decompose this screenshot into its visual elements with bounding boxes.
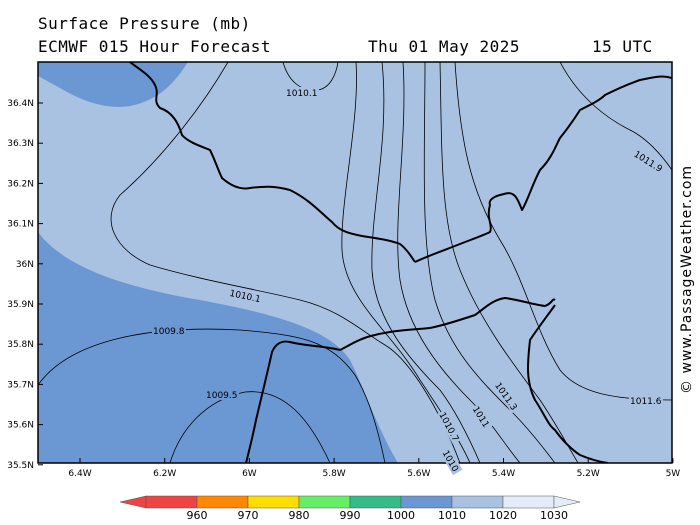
lon-tick-label: 5.4W xyxy=(492,469,515,479)
isobar-1009-5 xyxy=(169,391,331,463)
lat-tick-label: 35.7N xyxy=(7,380,34,390)
lat-tick-label: 36.1N xyxy=(7,220,34,230)
forecast-time: 15 UTC xyxy=(592,37,653,56)
coastline-morocco xyxy=(245,340,341,463)
lat-tick-label: 35.8N xyxy=(7,340,34,350)
lat-tick-label: 36N xyxy=(16,260,34,270)
colorbar-segment xyxy=(349,495,402,509)
colorbar-segment xyxy=(451,495,504,509)
map-frame xyxy=(37,61,673,464)
lat-tick-label: 35.5N xyxy=(7,461,34,471)
lat-tick-label: 35.6N xyxy=(7,421,34,431)
colorbar-label: 1020 xyxy=(489,509,517,522)
coastline-south-spain xyxy=(339,297,556,351)
lon-tick-label: 5W xyxy=(666,469,681,479)
isobar-f xyxy=(454,62,672,401)
isobar-label-box xyxy=(439,447,463,476)
colorbar-label: 980 xyxy=(289,509,310,522)
lat-tick-label: 35.9N xyxy=(7,300,34,310)
colorbar-label: 960 xyxy=(187,509,208,522)
lon-tick-label: 6W xyxy=(242,469,257,479)
isobar-label-box xyxy=(470,403,494,432)
isobar-label-box xyxy=(285,87,319,98)
isobar-label-box xyxy=(629,395,663,406)
isobar-label: 1011.6 xyxy=(630,397,662,407)
lon-tick-label: 6.4W xyxy=(68,469,91,479)
isobar-label-box xyxy=(492,379,521,414)
colorbar-label: 1010 xyxy=(438,509,466,522)
isobar-e xyxy=(439,62,579,463)
isobar-b xyxy=(371,62,481,463)
lat-tick-label: 36.4N xyxy=(7,99,34,109)
colorbar-segment xyxy=(145,495,198,509)
isobar-label-box xyxy=(152,325,186,336)
colorbar-label: 1030 xyxy=(540,509,568,522)
isobar-g xyxy=(559,62,672,171)
colorbar-segment xyxy=(247,495,300,509)
isobar-label-box xyxy=(436,409,463,445)
isobar-label: 1010.1 xyxy=(286,89,318,99)
model-label: ECMWF 015 Hour Forecast xyxy=(38,37,272,56)
pressure-colorbar: 960 970 980 990 1000 1010 1020 1030 xyxy=(119,495,581,522)
isobar-label-box xyxy=(205,389,239,400)
isobar-label: 1009.8 xyxy=(153,327,185,337)
colorbar-segment xyxy=(298,495,351,509)
lat-tick-label: 36.2N xyxy=(7,179,34,189)
longitude-ticks: 6.4W 6.2W 6W 5.8W 5.6W 5.4W 5.2W 5W xyxy=(68,458,680,479)
chart-title: Surface Pressure (mb) xyxy=(38,14,251,33)
colorbar-segment xyxy=(196,495,249,509)
isobar-d xyxy=(423,62,556,463)
isobar-1009-8 xyxy=(38,328,386,463)
lon-tick-label: 5.2W xyxy=(577,469,600,479)
passageweather-credit: © www.PassageWeather.com xyxy=(679,164,695,394)
isobar-labels: 1010.1 1010.1 1009.8 1009.5 1010.7 1011 … xyxy=(152,87,666,476)
coastline-north xyxy=(129,62,416,263)
forecast-date: Thu 01 May 2025 xyxy=(368,37,520,56)
colorbar-segment xyxy=(502,495,555,509)
lon-tick-label: 6.2W xyxy=(153,469,176,479)
isobar-label-box xyxy=(227,286,264,305)
lon-tick-label: 5.6W xyxy=(407,469,430,479)
isobar-label: 1009.5 xyxy=(206,391,238,401)
coastline-ceuta xyxy=(527,304,609,463)
colorbar-segment xyxy=(400,495,453,509)
isobar-1010-1 xyxy=(110,62,461,463)
colorbar-label: 970 xyxy=(238,509,259,522)
lon-tick-label: 5.8W xyxy=(322,469,345,479)
isobar-label-box xyxy=(631,147,666,175)
colorbar-high-arrow xyxy=(553,495,581,509)
low-pressure-area-southwest xyxy=(38,232,398,463)
latitude-ticks: 36.4N 36.3N 36.2N 36.1N 36N 35.9N 35.8N 35.7N 35… xyxy=(7,99,43,471)
colorbar-label: 1000 xyxy=(387,509,415,522)
coastline-strait-north xyxy=(414,75,672,263)
lat-tick-label: 36.3N xyxy=(7,139,34,149)
low-pressure-area-northwest xyxy=(38,62,188,107)
colorbar-low-arrow xyxy=(119,495,147,509)
colorbar-label: 990 xyxy=(340,509,361,522)
